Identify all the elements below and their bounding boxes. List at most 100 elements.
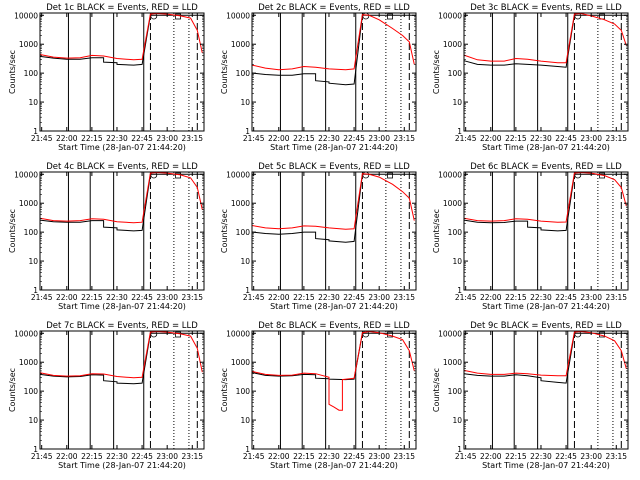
plot-frame: [463, 330, 629, 450]
x-tick-label: 22:45: [555, 293, 577, 302]
plot-frame: [39, 12, 205, 132]
y-tick-label: 1000: [19, 40, 38, 49]
x-tick-label: 21:45: [31, 452, 53, 461]
plot-frame: [463, 171, 629, 291]
y-tick-label: 1000: [231, 358, 250, 367]
x-tick-label: 22:45: [555, 134, 577, 143]
x-tick-label: 22:30: [530, 134, 552, 143]
y-tick-label: 10000: [438, 170, 462, 179]
x-tick-label: 22:30: [530, 452, 552, 461]
series-line-lld: [251, 14, 415, 71]
y-tick-label: 1: [33, 445, 38, 454]
plot-frame: [39, 330, 205, 450]
y-tick-label: 1000: [231, 199, 250, 208]
y-tick-label: 1: [33, 286, 38, 295]
series-line-events: [251, 332, 416, 381]
plot-panel-7: Det 7c BLACK = Events, RED = LLD 1 10 100 10…: [8, 321, 205, 470]
panel-title: Det 6c BLACK = Events, RED = LLD: [470, 162, 622, 172]
y-tick-label: 1: [245, 127, 250, 136]
y-tick-label: 10000: [226, 11, 250, 20]
y-axis-label: Counts/sec: [432, 50, 441, 94]
panel-title: Det 4c BLACK = Events, RED = LLD: [46, 162, 198, 172]
x-tick-label: 22:30: [106, 293, 128, 302]
x-tick-label: 22:00: [56, 293, 78, 302]
x-tick-label: 21:45: [31, 134, 53, 143]
x-tick-label: 22:15: [505, 293, 527, 302]
event-marker-square: [387, 13, 393, 20]
y-tick-label: 10: [240, 257, 250, 266]
x-tick-label: 23:15: [393, 293, 415, 302]
y-tick-label: 100: [24, 387, 39, 396]
x-tick-label: 21:45: [455, 452, 477, 461]
x-tick-label: 22:30: [318, 293, 340, 302]
panel-title: Det 3c BLACK = Events, RED = LLD: [470, 3, 622, 13]
y-tick-label: 100: [448, 69, 463, 78]
series-line-events: [251, 173, 416, 243]
x-tick-label: 22:30: [530, 293, 552, 302]
y-tick-label: 100: [236, 387, 251, 396]
x-axis-label: Start Time (28-Jan-07 21:44:20): [58, 302, 186, 311]
x-tick-label: 22:00: [480, 293, 502, 302]
x-tick-label: 22:15: [81, 134, 103, 143]
y-axis-label: Counts/sec: [432, 209, 441, 253]
x-axis-label: Start Time (28-Jan-07 21:44:20): [58, 461, 186, 470]
x-tick-label: 22:00: [56, 134, 78, 143]
y-tick-label: 1000: [19, 199, 38, 208]
x-axis-label: Start Time (28-Jan-07 21:44:20): [482, 143, 610, 152]
series-line-lld: [39, 171, 203, 224]
y-tick-label: 10: [28, 257, 38, 266]
series-line-events: [39, 332, 204, 385]
x-tick-label: 23:15: [393, 452, 415, 461]
y-tick-label: 100: [448, 228, 463, 237]
y-tick-label: 1000: [19, 358, 38, 367]
x-tick-label: 23:00: [156, 452, 178, 461]
x-tick-label: 22:00: [480, 452, 502, 461]
plot-frame: [463, 12, 629, 132]
x-tick-label: 22:15: [293, 293, 315, 302]
y-tick-label: 10: [452, 257, 462, 266]
panel-title: Det 5c BLACK = Events, RED = LLD: [258, 162, 410, 172]
y-axis-label: Counts/sec: [8, 368, 17, 412]
x-tick-label: 23:15: [181, 293, 203, 302]
y-tick-label: 100: [448, 387, 463, 396]
y-tick-label: 10000: [14, 170, 38, 179]
x-tick-label: 22:00: [480, 134, 502, 143]
y-tick-label: 1: [245, 286, 250, 295]
x-tick-label: 21:45: [455, 293, 477, 302]
y-tick-label: 100: [236, 228, 251, 237]
x-tick-label: 21:45: [243, 452, 265, 461]
x-tick-label: 22:15: [505, 452, 527, 461]
y-tick-label: 1: [245, 445, 250, 454]
event-marker-circle: [362, 171, 370, 179]
y-axis-label: Counts/sec: [220, 50, 229, 94]
panel-title: Det 9c BLACK = Events, RED = LLD: [470, 321, 622, 331]
plot-panel-1: Det 1c BLACK = Events, RED = LLD 1 10 100 10…: [8, 3, 205, 152]
event-marker-square: [387, 172, 393, 179]
y-tick-label: 10000: [438, 329, 462, 338]
plot-panel-3: Det 3c BLACK = Events, RED = LLD 1 10 100 10…: [432, 3, 629, 152]
x-tick-label: 21:45: [243, 134, 265, 143]
x-axis-label: Start Time (28-Jan-07 21:44:20): [482, 461, 610, 470]
series-line-events: [39, 173, 204, 232]
y-tick-label: 1: [33, 127, 38, 136]
x-tick-label: 23:15: [393, 134, 415, 143]
x-tick-label: 22:45: [131, 452, 153, 461]
x-tick-label: 21:45: [243, 293, 265, 302]
y-tick-label: 10000: [14, 329, 38, 338]
x-tick-label: 22:30: [106, 134, 128, 143]
panel-title: Det 8c BLACK = Events, RED = LLD: [258, 321, 410, 331]
panel-title: Det 1c BLACK = Events, RED = LLD: [46, 3, 198, 13]
y-tick-label: 10: [452, 416, 462, 425]
series-line-events: [39, 14, 204, 66]
x-tick-label: 22:45: [343, 293, 365, 302]
series-line-lld: [251, 173, 415, 230]
y-tick-label: 10: [28, 98, 38, 107]
x-tick-label: 22:00: [268, 134, 290, 143]
event-marker-square: [175, 172, 181, 179]
x-axis-label: Start Time (28-Jan-07 21:44:20): [58, 143, 186, 152]
plot-frame: [251, 171, 417, 291]
x-tick-label: 23:00: [580, 293, 602, 302]
y-tick-label: 10: [240, 416, 250, 425]
plot-frame: [251, 330, 417, 450]
y-tick-label: 1: [457, 286, 462, 295]
